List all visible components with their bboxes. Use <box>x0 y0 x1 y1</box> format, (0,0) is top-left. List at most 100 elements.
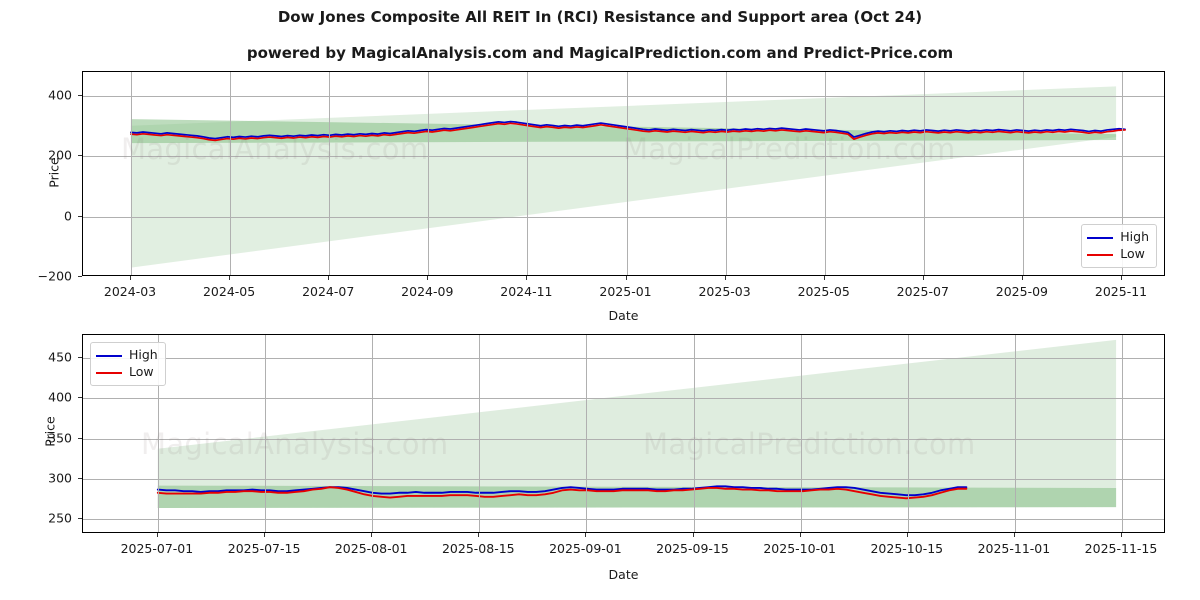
y-tick-label: 250 <box>48 510 72 526</box>
x-tick-label: 2025-07-01 <box>120 541 194 556</box>
top-chart-plot-area[interactable]: MagicalAnalysis.com MagicalPrediction.co… <box>82 71 1165 276</box>
gridline-horizontal <box>83 216 1164 218</box>
gridline-vertical <box>824 72 826 275</box>
x-tick-label: 2024-09 <box>401 284 454 299</box>
x-tick-label: 2025-10-15 <box>870 541 944 556</box>
x-tick-label: 2025-09-15 <box>656 541 729 556</box>
x-tick-label: 2025-08-15 <box>441 541 515 556</box>
x-tick-mark <box>625 276 627 280</box>
gridline-vertical <box>131 72 132 275</box>
gridline-horizontal <box>83 479 1164 480</box>
series-line-low <box>158 487 967 498</box>
x-tick-label: 2025-09-01 <box>549 541 622 556</box>
gridline-vertical <box>372 335 374 532</box>
legend-entry-low: Low <box>1087 246 1149 263</box>
gridline-vertical <box>693 335 695 532</box>
gridline-horizontal <box>83 438 1164 440</box>
band-support <box>130 119 1117 144</box>
gridline-vertical <box>527 72 529 275</box>
series-line-low <box>131 123 1125 140</box>
y-tick-mark <box>78 95 82 97</box>
legend-label-low: Low <box>1120 246 1145 262</box>
y-tick-label: 450 <box>48 349 72 365</box>
x-tick-mark <box>692 533 694 537</box>
series-line-high <box>158 486 967 495</box>
gridline-horizontal <box>83 519 1164 521</box>
x-tick-label: 2025-03 <box>698 284 751 299</box>
gridline-vertical <box>157 335 159 532</box>
x-tick-mark <box>1121 276 1122 280</box>
x-tick-mark <box>585 533 587 537</box>
gridline-vertical <box>329 72 331 275</box>
gridline-vertical <box>725 72 727 275</box>
legend-label-low: Low <box>129 364 154 380</box>
band-resistance <box>157 339 1117 508</box>
x-tick-label: 2024-05 <box>202 284 256 299</box>
y-tick-label: 350 <box>48 430 72 445</box>
y-tick-label: 400 <box>48 87 72 103</box>
x-tick-mark <box>1121 533 1122 537</box>
gridline-vertical <box>626 72 628 275</box>
x-tick-mark <box>130 276 131 280</box>
bottom-chart-y-axis-label: Price <box>42 416 58 447</box>
x-tick-mark <box>478 533 480 537</box>
x-tick-mark <box>328 276 330 280</box>
series-line-high <box>131 122 1125 139</box>
bottom-chart-series <box>83 335 1164 532</box>
x-tick-mark <box>799 533 801 537</box>
bottom-chart-x-axis-label: Date <box>608 567 639 582</box>
y-tick-mark <box>78 356 82 358</box>
x-tick-label: 2025-08-01 <box>334 541 408 556</box>
x-tick-mark <box>823 276 825 280</box>
legend-label-high: High <box>129 347 158 363</box>
x-tick-label: 2025-07-15 <box>227 541 301 556</box>
gridline-vertical <box>428 72 430 275</box>
gridline-vertical <box>1022 72 1024 275</box>
gridline-vertical <box>1014 335 1016 532</box>
bottom-chart-plot-area[interactable]: MagicalAnalysis.com MagicalPrediction.co… <box>82 334 1165 533</box>
gridline-vertical <box>265 335 267 532</box>
gridline-vertical <box>479 335 481 532</box>
gridline-vertical <box>230 72 232 275</box>
x-tick-label: 2025-11-15 <box>1084 541 1158 556</box>
legend-swatch-low <box>96 371 122 374</box>
x-tick-mark <box>1021 276 1023 280</box>
top-chart-panel: MagicalAnalysis.com MagicalPrediction.co… <box>38 71 1165 323</box>
x-tick-mark <box>427 276 429 280</box>
page-title: Dow Jones Composite All REIT In (RCI) Re… <box>277 8 923 26</box>
gridline-vertical <box>586 335 588 532</box>
x-tick-label: 2025-05 <box>797 284 850 299</box>
y-tick-label: 300 <box>48 470 72 486</box>
top-chart-y-axis-label: Price <box>46 157 62 188</box>
y-tick-mark <box>78 518 82 520</box>
x-tick-mark <box>264 533 266 537</box>
gridline-vertical <box>800 335 802 532</box>
bottom-chart-legend[interactable]: High Low <box>90 342 166 386</box>
legend-swatch-low <box>1087 253 1114 256</box>
top-chart-legend[interactable]: High Low <box>1081 224 1157 268</box>
y-tick-mark <box>78 155 82 157</box>
top-chart-x-axis-label: Date <box>608 308 639 323</box>
legend-entry-high: High <box>96 347 158 364</box>
y-tick-label: 0 <box>64 208 72 224</box>
y-tick-label: 200 <box>48 147 72 163</box>
x-tick-mark <box>906 533 908 537</box>
x-tick-label: 2024-03 <box>103 284 157 299</box>
x-tick-mark <box>922 276 924 280</box>
x-tick-label: 2024-11 <box>500 284 553 299</box>
x-tick-label: 2024-07 <box>302 284 355 299</box>
page-subtitle: powered by MagicalAnalysis.com and Magic… <box>246 44 954 62</box>
x-tick-mark <box>229 276 231 280</box>
x-tick-mark <box>724 276 726 280</box>
x-tick-mark <box>156 533 158 537</box>
top-chart-bands <box>83 72 1164 275</box>
gridline-vertical <box>1122 335 1123 532</box>
gridline-horizontal <box>83 156 1164 158</box>
x-tick-label: 2025-10-01 <box>763 541 837 556</box>
bottom-chart-panel: MagicalAnalysis.com MagicalPrediction.co… <box>43 334 1165 582</box>
x-tick-mark <box>1013 533 1015 537</box>
gridline-horizontal <box>83 96 1164 98</box>
gridline-vertical <box>923 72 925 275</box>
gridline-horizontal <box>83 398 1164 400</box>
y-tick-label: 400 <box>48 389 72 405</box>
